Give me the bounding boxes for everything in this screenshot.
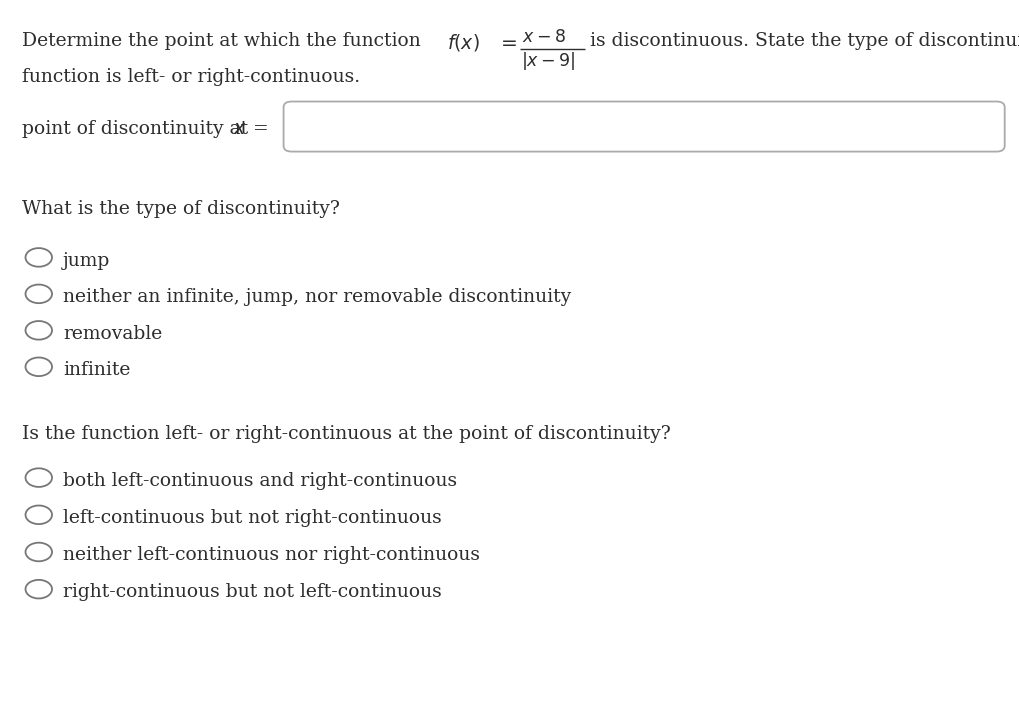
Text: $=$: $=$ [496, 32, 517, 51]
Text: right-continuous but not left-continuous: right-continuous but not left-continuous [63, 583, 441, 601]
Text: removable: removable [63, 325, 162, 342]
Text: neither an infinite, jump, nor removable discontinuity: neither an infinite, jump, nor removable… [63, 288, 571, 306]
Text: Is the function left- or right-continuous at the point of discontinuity?: Is the function left- or right-continuou… [22, 425, 671, 443]
Text: $x - 8$: $x - 8$ [522, 29, 566, 46]
Text: Determine the point at which the function: Determine the point at which the functio… [22, 32, 421, 50]
Text: jump: jump [63, 252, 110, 270]
Text: $|x - 9|$: $|x - 9|$ [521, 50, 575, 72]
Text: is discontinuous. State the type of discontinuity and whether the: is discontinuous. State the type of disc… [589, 32, 1019, 50]
Text: $f(x)$: $f(x)$ [446, 32, 479, 53]
Text: point of discontinuity at: point of discontinuity at [22, 119, 249, 138]
Text: =: = [253, 119, 268, 138]
Text: neither left-continuous nor right-continuous: neither left-continuous nor right-contin… [63, 546, 480, 564]
Text: What is the type of discontinuity?: What is the type of discontinuity? [22, 200, 340, 218]
Text: function is left- or right-continuous.: function is left- or right-continuous. [22, 68, 360, 86]
FancyBboxPatch shape [283, 102, 1004, 152]
Text: both left-continuous and right-continuous: both left-continuous and right-continuou… [63, 472, 457, 490]
Text: $x$: $x$ [232, 119, 246, 138]
Text: left-continuous but not right-continuous: left-continuous but not right-continuous [63, 509, 441, 527]
Text: infinite: infinite [63, 361, 130, 379]
